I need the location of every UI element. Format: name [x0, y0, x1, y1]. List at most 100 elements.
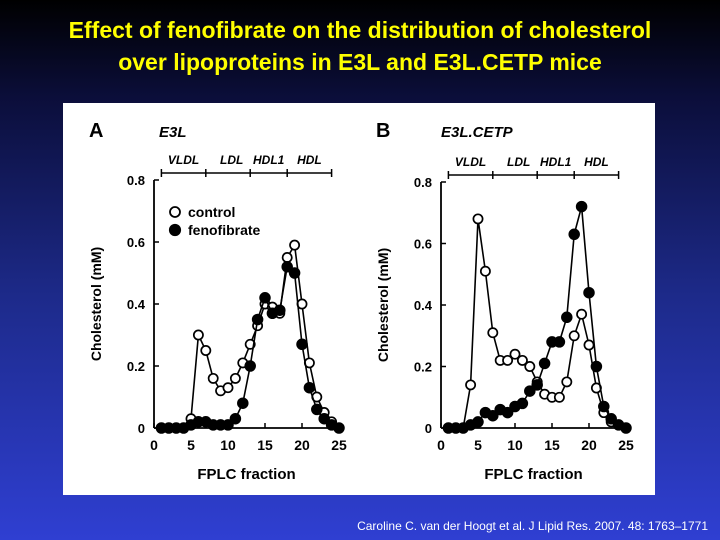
data-point-control [516, 354, 528, 366]
data-point-fenofibrate [318, 412, 330, 425]
figure-panel: A E3L 0 0.2 0.4 0.6 0.8 0 5 10 15 20 25 FPLC fraction… [63, 103, 655, 495]
x-tick-label: 10 [220, 437, 236, 453]
x-tick-label: 0 [150, 437, 158, 453]
region-label: VLDL [168, 153, 199, 167]
x-tick-label: 5 [187, 437, 195, 453]
data-point-fenofibrate [561, 311, 573, 324]
data-point-control [281, 252, 293, 263]
legend-marker-control [169, 206, 181, 218]
data-point-fenofibrate [583, 286, 595, 299]
region-label: LDL [507, 155, 530, 169]
x-tick-label: 25 [331, 437, 347, 453]
y-axis-label: Cholesterol (mM) [88, 247, 104, 361]
data-point-fenofibrate [538, 357, 551, 370]
x-tick-label: 0 [437, 437, 445, 453]
data-point-fenofibrate [222, 419, 234, 431]
data-point-fenofibrate [244, 360, 256, 372]
panel-letter: B [376, 120, 390, 142]
data-point-control [576, 308, 588, 320]
chart-panel-b: B E3L.CETP 0 0.2 0.4 0.6 0.8 0 5 10 15 20 25 FPLC fra… [375, 120, 634, 483]
data-point-fenofibrate [605, 413, 617, 425]
series-line-fenofibrate [448, 206, 627, 429]
x-tick-label: 20 [294, 437, 310, 453]
y-tick-label: 0.8 [414, 175, 432, 190]
y-tick-label: 0.4 [414, 298, 433, 313]
data-point-control [479, 265, 491, 277]
panel-title: E3L [159, 124, 187, 141]
data-point-control [502, 354, 514, 366]
data-point-fenofibrate [303, 381, 316, 394]
data-point-fenofibrate [237, 397, 249, 409]
data-point-control [487, 327, 499, 339]
y-tick-label: 0 [138, 421, 145, 436]
data-point-control [472, 213, 484, 225]
data-point-fenofibrate [311, 403, 323, 416]
x-tick-label: 15 [544, 437, 560, 453]
slide-title: Effect of fenofibrate on the distributio… [0, 14, 720, 78]
y-tick-label: 0.8 [127, 173, 145, 188]
data-point-control [583, 339, 595, 351]
data-point-control [568, 330, 580, 342]
region-label: HDL1 [540, 155, 572, 169]
x-tick-label: 25 [618, 437, 634, 453]
data-point-control [207, 372, 219, 384]
series-line-control [448, 218, 627, 429]
x-axis-label: FPLC fraction [484, 466, 582, 483]
region-label: HDL [584, 155, 609, 169]
data-point-fenofibrate [288, 267, 301, 279]
panel-letter: A [89, 120, 103, 142]
x-tick-label: 5 [474, 437, 482, 453]
data-point-fenofibrate [487, 409, 499, 422]
data-point-control [553, 391, 565, 403]
slide-title-line-2: over lipoproteins in E3L and E3L.CETP mi… [118, 49, 602, 75]
data-point-fenofibrate [274, 304, 286, 316]
series-line-control [161, 242, 340, 429]
legend-marker-fenofibrate [168, 223, 182, 237]
data-point-fenofibrate [524, 385, 536, 397]
data-point-fenofibrate [333, 422, 345, 434]
data-point-control [524, 361, 536, 372]
y-tick-label: 0.4 [127, 297, 146, 312]
figure-svg: A E3L 0 0.2 0.4 0.6 0.8 0 5 10 15 20 25 FPLC fraction… [88, 120, 634, 483]
data-point-control [465, 379, 477, 391]
data-point-control [509, 348, 521, 360]
data-point-fenofibrate [575, 200, 588, 213]
y-tick-label: 0 [425, 421, 432, 436]
data-point-fenofibrate [531, 379, 543, 391]
data-point-fenofibrate [251, 313, 264, 326]
data-point-fenofibrate [472, 416, 484, 428]
data-point-control [222, 382, 234, 394]
y-tick-label: 0.2 [127, 359, 145, 374]
y-tick-label: 0.6 [127, 235, 145, 250]
x-tick-label: 10 [507, 437, 523, 453]
data-point-fenofibrate [590, 360, 603, 373]
data-point-fenofibrate [501, 406, 514, 419]
data-point-fenofibrate [568, 228, 580, 241]
x-tick-label: 20 [581, 437, 597, 453]
data-point-fenofibrate [281, 261, 293, 273]
legend-label-fenofibrate: fenofibrate [188, 222, 261, 238]
region-label: HDL1 [253, 153, 285, 167]
data-point-fenofibrate [553, 336, 566, 348]
panel-title: E3L.CETP [441, 124, 514, 141]
x-tick-label: 15 [257, 437, 273, 453]
data-point-fenofibrate [259, 292, 271, 304]
data-point-fenofibrate [516, 397, 529, 410]
data-point-fenofibrate [598, 400, 610, 413]
region-label: VLDL [455, 155, 486, 169]
data-point-fenofibrate [620, 422, 632, 434]
region-label: LDL [220, 153, 243, 167]
data-point-control [200, 345, 212, 356]
region-label: HDL [297, 153, 322, 167]
y-axis-label: Cholesterol (mM) [375, 248, 391, 362]
data-point-control [561, 376, 573, 388]
x-axis-label: FPLC fraction [197, 466, 295, 483]
citation: Caroline C. van der Hoogt et al. J Lipid… [357, 519, 708, 533]
data-point-control [192, 329, 204, 341]
y-tick-label: 0.2 [414, 360, 432, 375]
y-tick-label: 0.6 [414, 237, 432, 252]
legend-label-control: control [188, 204, 235, 220]
slide-title-line-1: Effect of fenofibrate on the distributio… [68, 17, 652, 43]
chart-panel-a: A E3L 0 0.2 0.4 0.6 0.8 0 5 10 15 20 25 FPLC fraction… [88, 120, 347, 483]
data-point-control [289, 239, 301, 251]
